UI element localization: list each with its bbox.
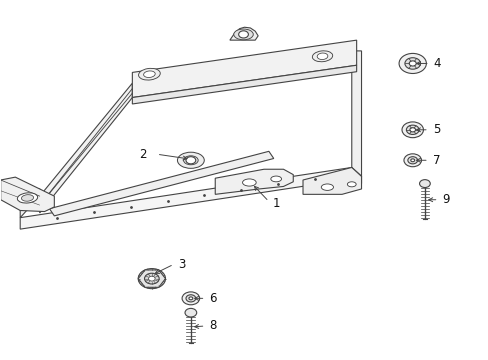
Polygon shape <box>351 51 361 176</box>
Circle shape <box>409 128 415 132</box>
Ellipse shape <box>270 176 281 182</box>
Polygon shape <box>20 167 351 229</box>
Text: 2: 2 <box>139 148 147 161</box>
Ellipse shape <box>346 182 355 187</box>
Circle shape <box>185 295 195 302</box>
Polygon shape <box>0 177 54 212</box>
Circle shape <box>419 180 429 188</box>
Circle shape <box>182 292 199 305</box>
Text: 5: 5 <box>432 123 439 136</box>
Circle shape <box>410 159 414 162</box>
Circle shape <box>144 273 159 284</box>
Polygon shape <box>303 167 361 194</box>
Ellipse shape <box>312 51 332 62</box>
Text: 3: 3 <box>177 258 184 271</box>
Circle shape <box>407 157 417 164</box>
Ellipse shape <box>183 156 198 165</box>
Ellipse shape <box>17 193 38 203</box>
Polygon shape <box>351 167 361 184</box>
Circle shape <box>398 53 426 73</box>
Circle shape <box>138 269 165 289</box>
Text: 4: 4 <box>433 57 440 70</box>
Ellipse shape <box>321 184 333 190</box>
Ellipse shape <box>143 71 155 77</box>
Text: 6: 6 <box>209 292 217 305</box>
Circle shape <box>403 154 421 167</box>
Text: 7: 7 <box>432 154 439 167</box>
Polygon shape <box>40 83 132 213</box>
Circle shape <box>184 309 196 317</box>
Polygon shape <box>20 189 40 218</box>
Text: 1: 1 <box>272 197 280 210</box>
Circle shape <box>238 31 248 38</box>
Polygon shape <box>132 40 356 98</box>
Ellipse shape <box>233 29 253 40</box>
Polygon shape <box>49 151 273 216</box>
Text: 8: 8 <box>209 319 216 332</box>
Polygon shape <box>229 27 258 40</box>
Text: 9: 9 <box>442 193 449 206</box>
Polygon shape <box>138 270 165 287</box>
Ellipse shape <box>21 195 34 201</box>
Polygon shape <box>132 65 356 104</box>
Ellipse shape <box>317 53 327 59</box>
Circle shape <box>148 276 155 281</box>
Circle shape <box>188 297 192 300</box>
Ellipse shape <box>138 68 160 80</box>
Ellipse shape <box>177 152 204 168</box>
Ellipse shape <box>242 179 256 186</box>
Circle shape <box>408 61 415 66</box>
Circle shape <box>404 58 420 69</box>
Circle shape <box>401 122 423 138</box>
Polygon shape <box>215 169 293 194</box>
Circle shape <box>406 125 418 134</box>
Circle shape <box>185 157 195 164</box>
